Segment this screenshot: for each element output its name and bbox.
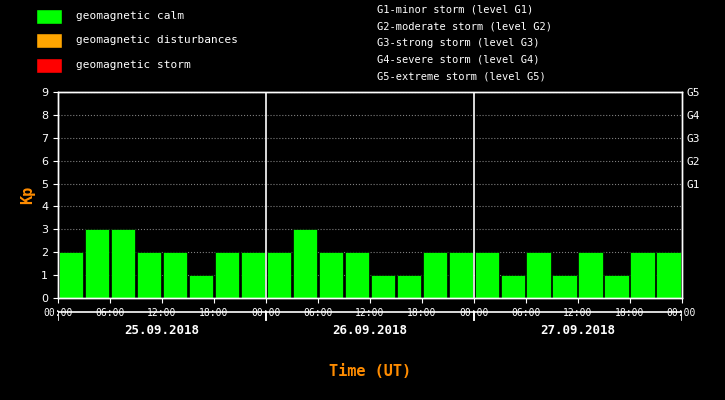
Bar [241,252,265,298]
FancyBboxPatch shape [36,34,62,48]
Bar [370,275,395,298]
Bar [631,252,655,298]
Text: G4-severe storm (level G4): G4-severe storm (level G4) [377,54,539,64]
Bar [267,252,291,298]
Bar [423,252,447,298]
Text: geomagnetic disturbances: geomagnetic disturbances [76,36,238,46]
Text: G1-minor storm (level G1): G1-minor storm (level G1) [377,4,534,14]
FancyBboxPatch shape [36,9,62,24]
Bar [163,252,187,298]
Bar [526,252,551,298]
Bar [85,229,109,298]
Bar [319,252,343,298]
Bar [59,252,83,298]
Text: G3-strong storm (level G3): G3-strong storm (level G3) [377,38,539,48]
Text: 27.09.2018: 27.09.2018 [540,324,615,337]
Text: Time (UT): Time (UT) [328,364,411,380]
Text: 25.09.2018: 25.09.2018 [125,324,199,337]
Text: G5-extreme storm (level G5): G5-extreme storm (level G5) [377,71,546,81]
Bar [293,229,317,298]
Text: G2-moderate storm (level G2): G2-moderate storm (level G2) [377,21,552,31]
Bar [656,252,681,298]
Text: geomagnetic storm: geomagnetic storm [76,60,191,70]
Bar [475,252,499,298]
Text: 26.09.2018: 26.09.2018 [332,324,407,337]
Bar [188,275,213,298]
Bar [449,252,473,298]
Bar [344,252,369,298]
Y-axis label: Kp: Kp [20,186,36,204]
Bar [605,275,629,298]
Bar [579,252,602,298]
Bar [137,252,161,298]
Bar [111,229,135,298]
Bar [500,275,525,298]
Text: geomagnetic calm: geomagnetic calm [76,11,184,21]
Bar [397,275,420,298]
Bar [552,275,576,298]
FancyBboxPatch shape [36,58,62,73]
Bar [215,252,239,298]
